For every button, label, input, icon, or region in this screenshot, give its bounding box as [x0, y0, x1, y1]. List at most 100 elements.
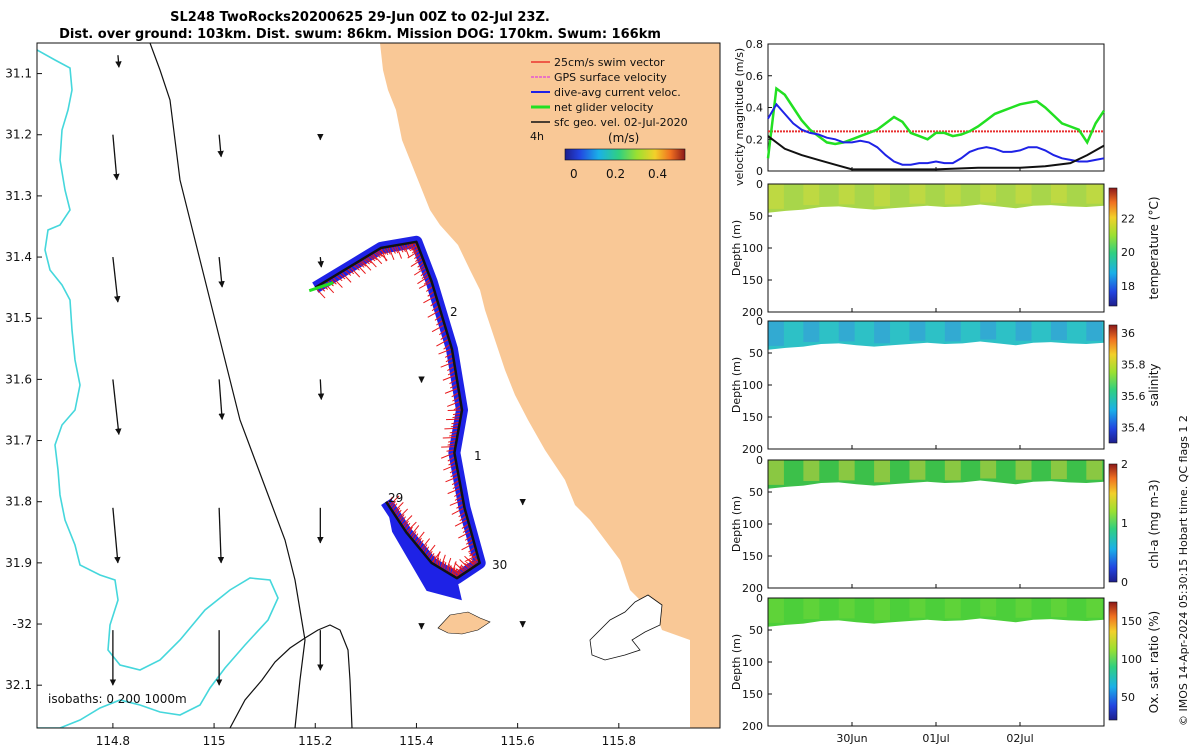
- section-panel: 0 50 100 150 200 Depth (m) 50 100 150 Ox. sat. ra…: [730, 592, 1161, 733]
- swim-vector: [414, 531, 425, 544]
- swim-vector: [362, 258, 370, 265]
- swim-vector: [398, 514, 405, 522]
- swim-vector: [465, 561, 474, 568]
- swim-vector: [449, 565, 452, 574]
- velocity-series-line: [767, 135, 1105, 171]
- swim-vector: [427, 290, 435, 297]
- swim-vector: [451, 561, 457, 576]
- velocity-ytick-label: 0.8: [746, 38, 764, 51]
- swim-vector: [392, 502, 404, 513]
- section-data-patch: [980, 460, 997, 479]
- coastline-land: [380, 43, 720, 728]
- section-data-patch: [874, 460, 891, 483]
- swim-vector: [401, 515, 413, 527]
- swim-vector: [425, 544, 436, 557]
- geo-vector: [115, 55, 122, 68]
- swim-vector: [418, 281, 432, 289]
- swim-vector: [403, 520, 409, 529]
- section-data-patch: [909, 598, 926, 618]
- map-ytick-label: 31.5: [5, 311, 32, 325]
- map-frame: [36, 42, 721, 729]
- geo-vector: [112, 134, 120, 181]
- swim-vector: [448, 460, 457, 466]
- section-data-patch: [1086, 321, 1103, 341]
- section-colorbar: [1108, 463, 1118, 583]
- swim-vector: [366, 256, 377, 268]
- section-ytick-label: 100: [742, 518, 763, 531]
- section-data-patch: [803, 321, 820, 343]
- swim-vector: [340, 271, 352, 283]
- swim-vector: [469, 550, 477, 557]
- swim-vector: [447, 564, 450, 573]
- swim-vector: [452, 412, 462, 416]
- time-axis-ticks: 30Jun 01Jul 02Jul: [836, 167, 1034, 745]
- swim-vector: [369, 254, 378, 261]
- geo-vector: [112, 256, 121, 303]
- swim-vector: [385, 246, 391, 255]
- section-colorbar-tick: 35.6: [1121, 390, 1146, 403]
- section-data-patch: [1086, 598, 1103, 618]
- section-data-patch: [874, 321, 891, 344]
- section-data-patch: [1086, 184, 1103, 204]
- legend-swim-label: 25cm/s swim vector: [554, 56, 665, 69]
- map-xtick-label: 115: [203, 734, 226, 748]
- credit-stamp: © IMOS 14-Apr-2024 05:30:15 Hobart time.…: [1177, 415, 1190, 726]
- swim-vector: [446, 449, 456, 452]
- section-colorbar-tick: 35.4: [1121, 421, 1146, 434]
- swim-vector: [440, 452, 455, 459]
- section-data-patch: [980, 598, 997, 617]
- swim-vector: [449, 383, 458, 389]
- swim-vector: [444, 427, 459, 430]
- section-data-patch: [1015, 460, 1032, 480]
- swim-vector: [380, 247, 387, 262]
- swim-vector: [395, 509, 402, 518]
- swim-vector: [409, 525, 420, 537]
- swim-vector: [447, 443, 457, 446]
- swim-vector: [447, 456, 456, 462]
- swim-vector: [449, 430, 459, 434]
- section-ytick-label: 50: [749, 347, 763, 360]
- section-colorbar-label: chl-a (mg m-3): [1147, 479, 1161, 568]
- section-data-fill: [768, 460, 1104, 489]
- glider-track-line: [314, 240, 481, 580]
- swim-vector: [452, 483, 461, 490]
- swim-vector: [425, 285, 434, 292]
- velocity-axis-ticks: 0 0.2 0.4 0.6 0.8: [746, 38, 772, 178]
- swim-vector: [397, 508, 409, 520]
- velocity-frame: [767, 43, 1105, 172]
- swim-vector: [423, 295, 437, 304]
- map-colorbar-label: (m/s): [608, 131, 639, 145]
- geo-vector: [112, 507, 121, 564]
- map-xtick-label: 115.4: [399, 734, 433, 748]
- swim-vector: [451, 392, 460, 398]
- swim-vector: [357, 261, 365, 268]
- map-ytick-label: 31.6: [5, 372, 32, 386]
- swim-vector: [441, 560, 445, 570]
- section-colorbar-tick: 22: [1121, 212, 1135, 225]
- track-label-day-1: 1: [474, 449, 482, 463]
- swim-vector: [404, 522, 411, 531]
- section-data-patch: [838, 460, 855, 481]
- section-data-fill: [768, 598, 1104, 627]
- isobath-1000m: [229, 624, 353, 728]
- section-data-patch: [944, 598, 961, 619]
- swim-vector: [458, 530, 472, 539]
- swim-vector: [445, 475, 459, 483]
- isobath-0m: [37, 49, 279, 728]
- swim-vector: [407, 249, 420, 259]
- swim-vector: [335, 275, 343, 282]
- section-colorbar-tick: 100: [1121, 653, 1142, 666]
- time-tick-label: 02Jul: [1006, 732, 1033, 745]
- section-data-patch: [803, 598, 820, 620]
- swim-vector: [451, 479, 460, 486]
- map-ytick-label: 31.7: [5, 434, 32, 448]
- section-data-patch: [1015, 321, 1032, 341]
- legend-gps-label: GPS surface velocity: [554, 71, 667, 84]
- section-ytick-label: 0: [756, 454, 763, 467]
- swim-vector: [364, 257, 372, 264]
- swim-vector: [461, 542, 475, 551]
- swim-vector: [454, 491, 462, 497]
- swim-vector: [413, 533, 419, 542]
- swim-vector: [410, 244, 418, 251]
